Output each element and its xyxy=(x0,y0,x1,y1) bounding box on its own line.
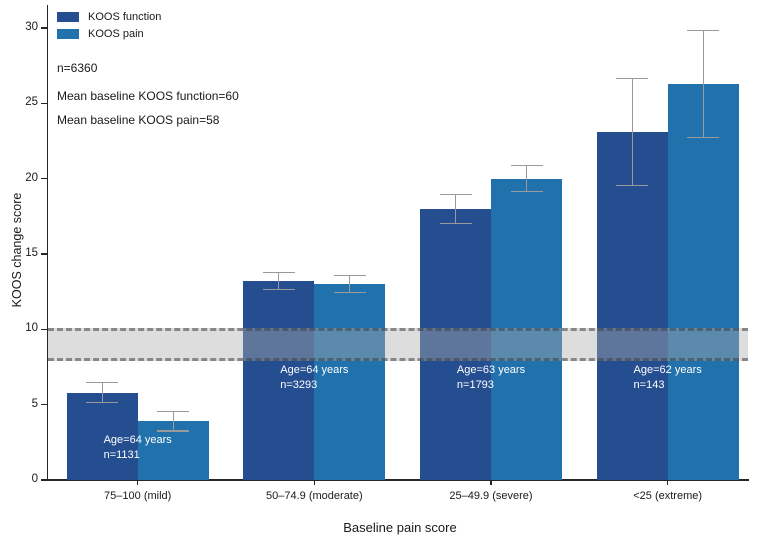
error-bar-cap-bottom-pain-1 xyxy=(333,291,366,294)
error-bar-line-function-2 xyxy=(454,194,457,224)
legend: KOOS function KOOS pain xyxy=(57,11,161,45)
y-tick-mark-20 xyxy=(41,177,47,180)
y-tick-mark-5 xyxy=(41,403,47,406)
y-tick-label-15: 15 xyxy=(25,247,38,259)
legend-swatch-pain xyxy=(57,29,79,39)
group-label-1: Age=64 years n=3293 xyxy=(280,363,348,393)
error-bar-cap-top-function-1 xyxy=(262,272,295,274)
legend-item-function: KOOS function xyxy=(57,11,161,23)
y-tick-label-10: 10 xyxy=(25,322,38,335)
error-bar-cap-top-pain-0 xyxy=(157,410,190,413)
bar-function-0 xyxy=(66,392,138,480)
y-tick-label-0: 0 xyxy=(31,473,38,485)
error-bar-cap-top-pain-3 xyxy=(687,29,720,31)
bar-pain-3 xyxy=(667,83,739,480)
x-tick-label-3: <25 (extreme) xyxy=(633,490,703,502)
annotation-mean-pain: Mean baseline KOOS pain=58 xyxy=(57,113,220,127)
x-tick-mark-3 xyxy=(666,480,669,485)
error-bar-cap-top-function-0 xyxy=(86,382,119,384)
error-bar-line-function-1 xyxy=(278,272,280,290)
y-tick-label-5: 5 xyxy=(31,397,38,410)
error-bar-cap-bottom-pain-2 xyxy=(510,190,543,193)
group-label-2: Age=63 years n=1793 xyxy=(457,363,525,393)
x-axis-spine xyxy=(46,479,749,481)
error-bar-line-function-3 xyxy=(631,78,633,186)
x-tick-mark-2 xyxy=(490,480,492,485)
x-tick-label-2: 25–49.9 (severe) xyxy=(449,490,533,502)
bar-function-2 xyxy=(420,208,491,480)
x-axis-title: Baseline pain score xyxy=(343,520,457,535)
error-bar-cap-bottom-function-3 xyxy=(616,184,649,187)
y-tick-mark-15 xyxy=(41,253,47,255)
y-tick-mark-0 xyxy=(41,479,47,481)
error-bar-cap-bottom-function-2 xyxy=(439,222,472,224)
bar-function-1 xyxy=(243,281,315,480)
x-tick-label-1: 50–74.9 (moderate) xyxy=(266,490,363,502)
group-n-text: n=143 xyxy=(633,379,665,391)
error-bar-cap-bottom-function-0 xyxy=(86,401,119,403)
error-bar-cap-bottom-pain-0 xyxy=(157,430,190,432)
x-tick-label-0: 75–100 (mild) xyxy=(104,490,172,502)
y-tick-label-25: 25 xyxy=(25,96,38,109)
group-n-text: n=1131 xyxy=(103,449,140,461)
bar-pain-1 xyxy=(314,284,386,480)
legend-swatch-function xyxy=(57,12,79,22)
error-bar-line-pain-2 xyxy=(525,165,528,192)
x-tick-mark-0 xyxy=(137,480,139,485)
error-bar-cap-top-pain-2 xyxy=(510,165,543,167)
group-age-text: Age=64 years xyxy=(103,434,172,446)
annotation-sample-size: n=6360 xyxy=(57,61,98,75)
group-label-3: Age=62 years n=143 xyxy=(634,363,702,393)
error-bar-line-function-0 xyxy=(101,382,103,403)
legend-label-function: KOOS function xyxy=(88,11,162,23)
reference-band xyxy=(48,327,748,361)
group-age-text: Age=62 years xyxy=(633,364,702,376)
error-bar-cap-top-pain-1 xyxy=(333,275,366,277)
error-bar-cap-top-function-3 xyxy=(616,77,649,80)
error-bar-line-pain-0 xyxy=(172,411,174,432)
y-tick-label-30: 30 xyxy=(25,21,38,34)
error-bar-line-pain-1 xyxy=(349,275,351,293)
x-tick-mark-1 xyxy=(313,480,316,485)
bar-function-3 xyxy=(596,131,668,480)
group-label-0: Age=64 years n=1131 xyxy=(104,433,172,463)
error-bar-line-pain-3 xyxy=(702,30,704,138)
legend-item-pain: KOOS pain xyxy=(57,28,161,40)
y-tick-mark-30 xyxy=(41,27,47,29)
y-tick-mark-10 xyxy=(41,328,47,331)
group-n-text: n=1793 xyxy=(456,379,494,391)
legend-label-pain: KOOS pain xyxy=(88,28,144,40)
annotation-mean-function: Mean baseline KOOS function=60 xyxy=(57,89,239,103)
y-tick-mark-25 xyxy=(41,102,47,105)
group-age-text: Age=63 years xyxy=(456,364,526,376)
error-bar-cap-bottom-function-1 xyxy=(262,288,295,290)
y-axis-spine xyxy=(46,5,48,480)
group-n-text: n=3293 xyxy=(280,379,318,391)
group-age-text: Age=64 years xyxy=(280,364,349,376)
error-bar-cap-top-function-2 xyxy=(439,193,472,196)
y-tick-label-20: 20 xyxy=(25,171,38,184)
error-bar-cap-bottom-pain-3 xyxy=(687,136,720,138)
